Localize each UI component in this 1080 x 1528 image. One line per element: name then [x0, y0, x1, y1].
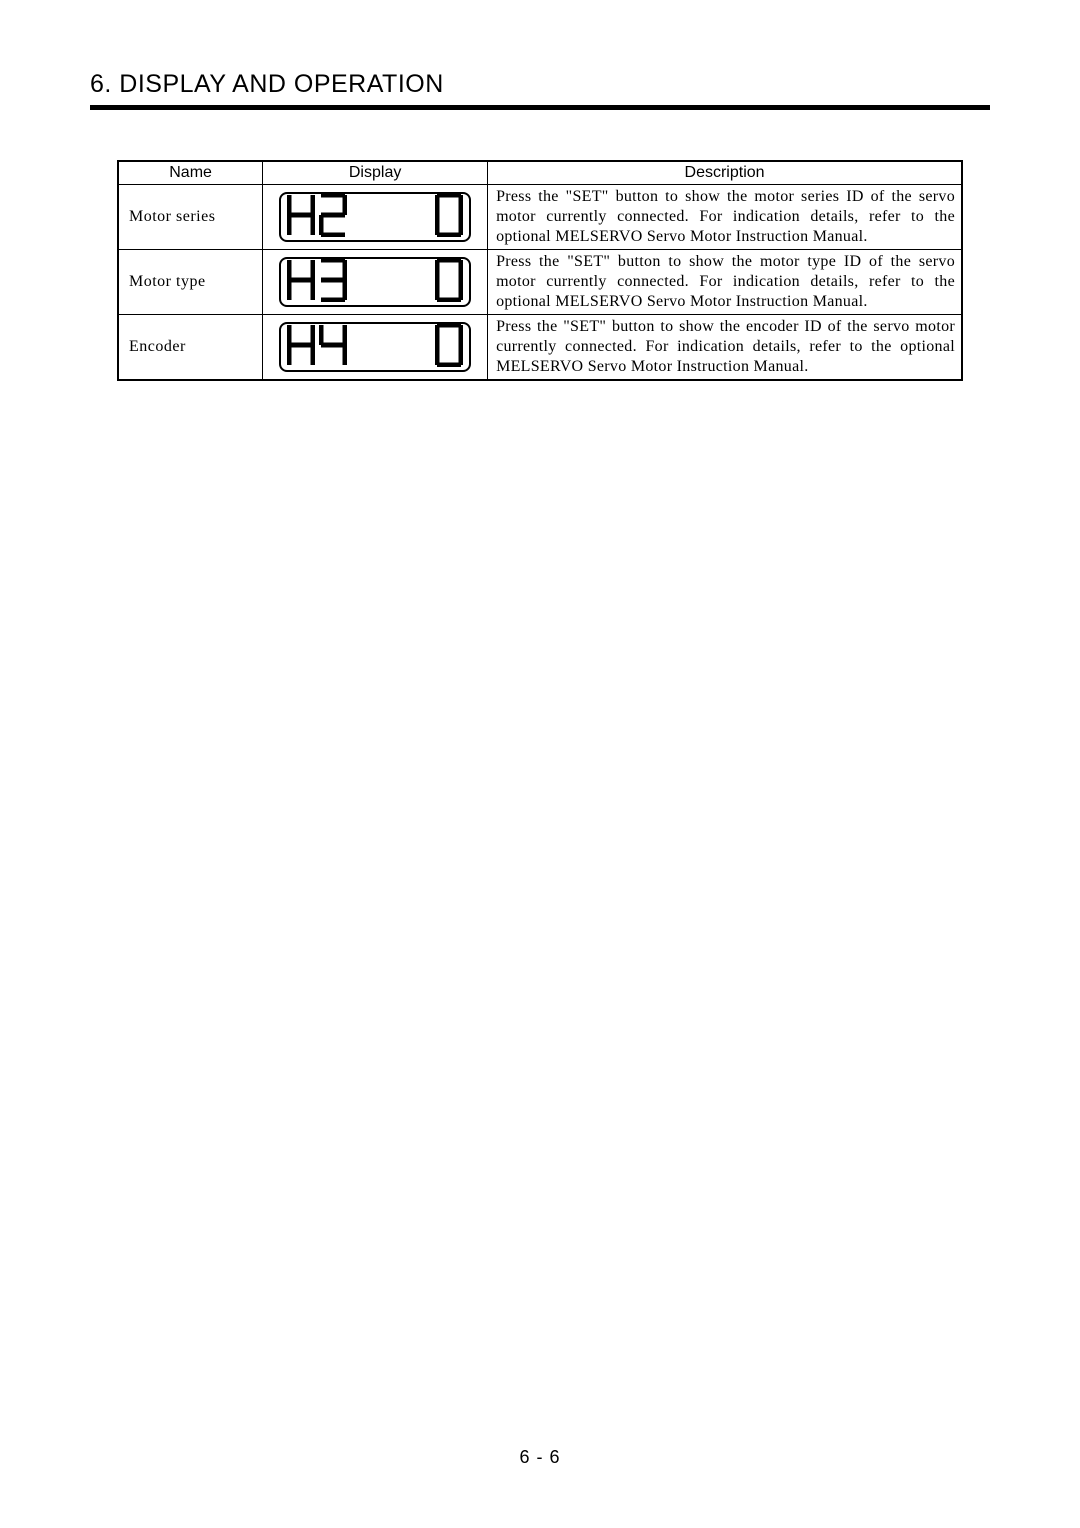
- col-header-name: Name: [118, 161, 263, 185]
- page-heading-block: 6. DISPLAY AND OPERATION: [90, 70, 990, 118]
- seg-right-group: [435, 193, 463, 242]
- seg-digit: [319, 258, 347, 307]
- table-header-row: Name Display Description: [118, 161, 962, 185]
- display-cell: [263, 315, 488, 381]
- description-cell: Press the "SET" button to show the encod…: [488, 315, 962, 381]
- seg-left-group: [287, 193, 347, 242]
- seg-left-group: [287, 258, 347, 307]
- display-cell: [263, 185, 488, 250]
- seg-digit: [319, 323, 347, 372]
- description-cell: Press the "SET" button to show the motor…: [488, 250, 962, 315]
- col-header-description: Description: [488, 161, 962, 185]
- seg-digit: [435, 224, 463, 241]
- seg-digit: [287, 258, 315, 307]
- name-cell: Motor series: [118, 185, 263, 250]
- col-header-display: Display: [263, 161, 488, 185]
- seg-digit: [319, 193, 347, 242]
- name-cell: Motor type: [118, 250, 263, 315]
- seg-left-group: [287, 323, 347, 372]
- heading-rule: [90, 105, 990, 110]
- seg-right-group: [435, 323, 463, 372]
- display-cell: [263, 250, 488, 315]
- table-row: Motor type Press the "SET" button to show…: [118, 250, 962, 315]
- page-heading: 6. DISPLAY AND OPERATION: [90, 70, 990, 99]
- seg-digit: [287, 193, 315, 242]
- seven-segment-display: [279, 257, 471, 307]
- table-row: Encoder Press the "SET" button to show th…: [118, 315, 962, 381]
- document-page: 6. DISPLAY AND OPERATION Name Display De…: [0, 0, 1080, 1528]
- display-table: Name Display Description Motor series Pre…: [117, 160, 963, 381]
- seg-right-group: [435, 258, 463, 307]
- seg-digit: [287, 323, 315, 372]
- page-number: 6 - 6: [0, 1447, 1080, 1468]
- name-cell: Encoder: [118, 315, 263, 381]
- table-wrap: Name Display Description Motor series Pre…: [90, 160, 990, 381]
- table-body: Motor series Press the "SET" button to sh…: [118, 185, 962, 381]
- seven-segment-display: [279, 322, 471, 372]
- seven-segment-display: [279, 192, 471, 242]
- seg-digit: [435, 354, 463, 371]
- seg-digit: [435, 289, 463, 306]
- table-row: Motor series Press the "SET" button to sh…: [118, 185, 962, 250]
- description-cell: Press the "SET" button to show the motor…: [488, 185, 962, 250]
